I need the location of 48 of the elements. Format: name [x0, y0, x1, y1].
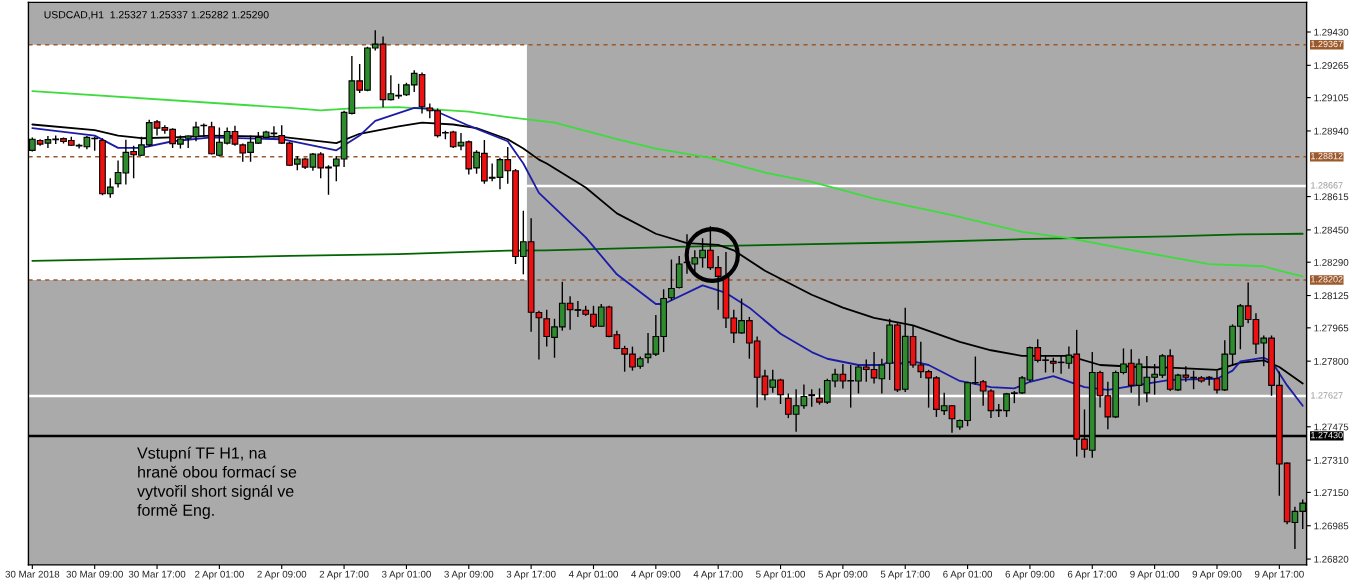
ref-line-label: 1.27430	[1311, 431, 1343, 439]
y-tick-label: 1.27310	[1314, 456, 1349, 464]
line-series	[31, 90, 1304, 278]
x-tick-label: 3 Apr 09:00	[444, 570, 494, 580]
y-tick-label: 1.29265	[1314, 62, 1349, 69]
x-tick-label: 30 Mar 09:00	[66, 570, 123, 578]
x-tick-label: 2 Apr 09:00	[257, 570, 307, 580]
x-tick-label: 9 Apr 17:00	[1254, 570, 1304, 580]
ref-line-label: 1.28202	[1311, 276, 1343, 283]
y-tick-label: 1.28615	[1314, 193, 1349, 201]
x-tick-label: 5 Apr 09:00	[818, 570, 868, 580]
y-tick-label: 1.26985	[1314, 522, 1349, 530]
x-tick-label: 9 Apr 01:00	[1130, 570, 1180, 580]
y-tick-label: 1.29430	[1314, 28, 1349, 36]
x-tick-label: 6 Apr 01:00	[943, 570, 993, 580]
y-tick-label: 1.28450	[1314, 226, 1349, 234]
x-tick-label: 3 Apr 01:00	[381, 570, 431, 580]
y-tick-label: 1.27800	[1314, 357, 1349, 365]
ref-line-label: 1.27627	[1311, 392, 1343, 399]
y-tick-label: 1.29105	[1314, 94, 1349, 102]
y-tick-label: 1.27150	[1314, 489, 1349, 497]
x-tick-label: 6 Apr 17:00	[1067, 570, 1117, 580]
x-tick-label: 2 Apr 17:00	[319, 570, 369, 580]
candlestick	[668, 258, 675, 302]
line-series	[31, 232, 1304, 262]
x-tick-label: 6 Apr 09:00	[1005, 570, 1055, 580]
ref-line-label: 1.28812	[1311, 152, 1343, 160]
annotation: Vstupní TF H1, na hraně obou formací se vytvořil short signál ve formě Eng.	[137, 446, 297, 519]
ref-line-label: 1.29367	[1311, 40, 1343, 48]
x-tick-label: 5 Apr 01:00	[756, 570, 806, 580]
x-tick-label: 30 Mar 17:00	[128, 570, 186, 578]
y-tick-label: 1.27475	[1314, 423, 1349, 431]
y-tick-label: 1.28290	[1314, 258, 1349, 266]
x-tick-label: 5 Apr 17:00	[880, 570, 930, 580]
y-tick-label: 1.26820	[1314, 555, 1349, 563]
text: USDCAD,H1 1.25327 1.25337 1.25282 1.25290	[44, 11, 269, 20]
x-tick-label: 4 Apr 09:00	[631, 570, 681, 580]
y-tick-label: 1.27965	[1314, 324, 1349, 332]
x-tick-label: 4 Apr 01:00	[568, 570, 618, 580]
x-tick-label: 30 Mar 2018	[5, 570, 60, 578]
x-tick-label: 9 Apr 09:00	[1192, 570, 1242, 580]
x-tick-label: 3 Apr 17:00	[506, 570, 556, 580]
ref-line-label: 1.28667	[1311, 182, 1343, 189]
y-tick-label: 1.28125	[1314, 292, 1349, 300]
y-tick-label: 1.28940	[1314, 127, 1349, 135]
x-tick-label: 2 Apr 01:00	[195, 570, 244, 580]
candlestick	[675, 255, 683, 290]
x-tick-label: 4 Apr 17:00	[693, 570, 743, 580]
